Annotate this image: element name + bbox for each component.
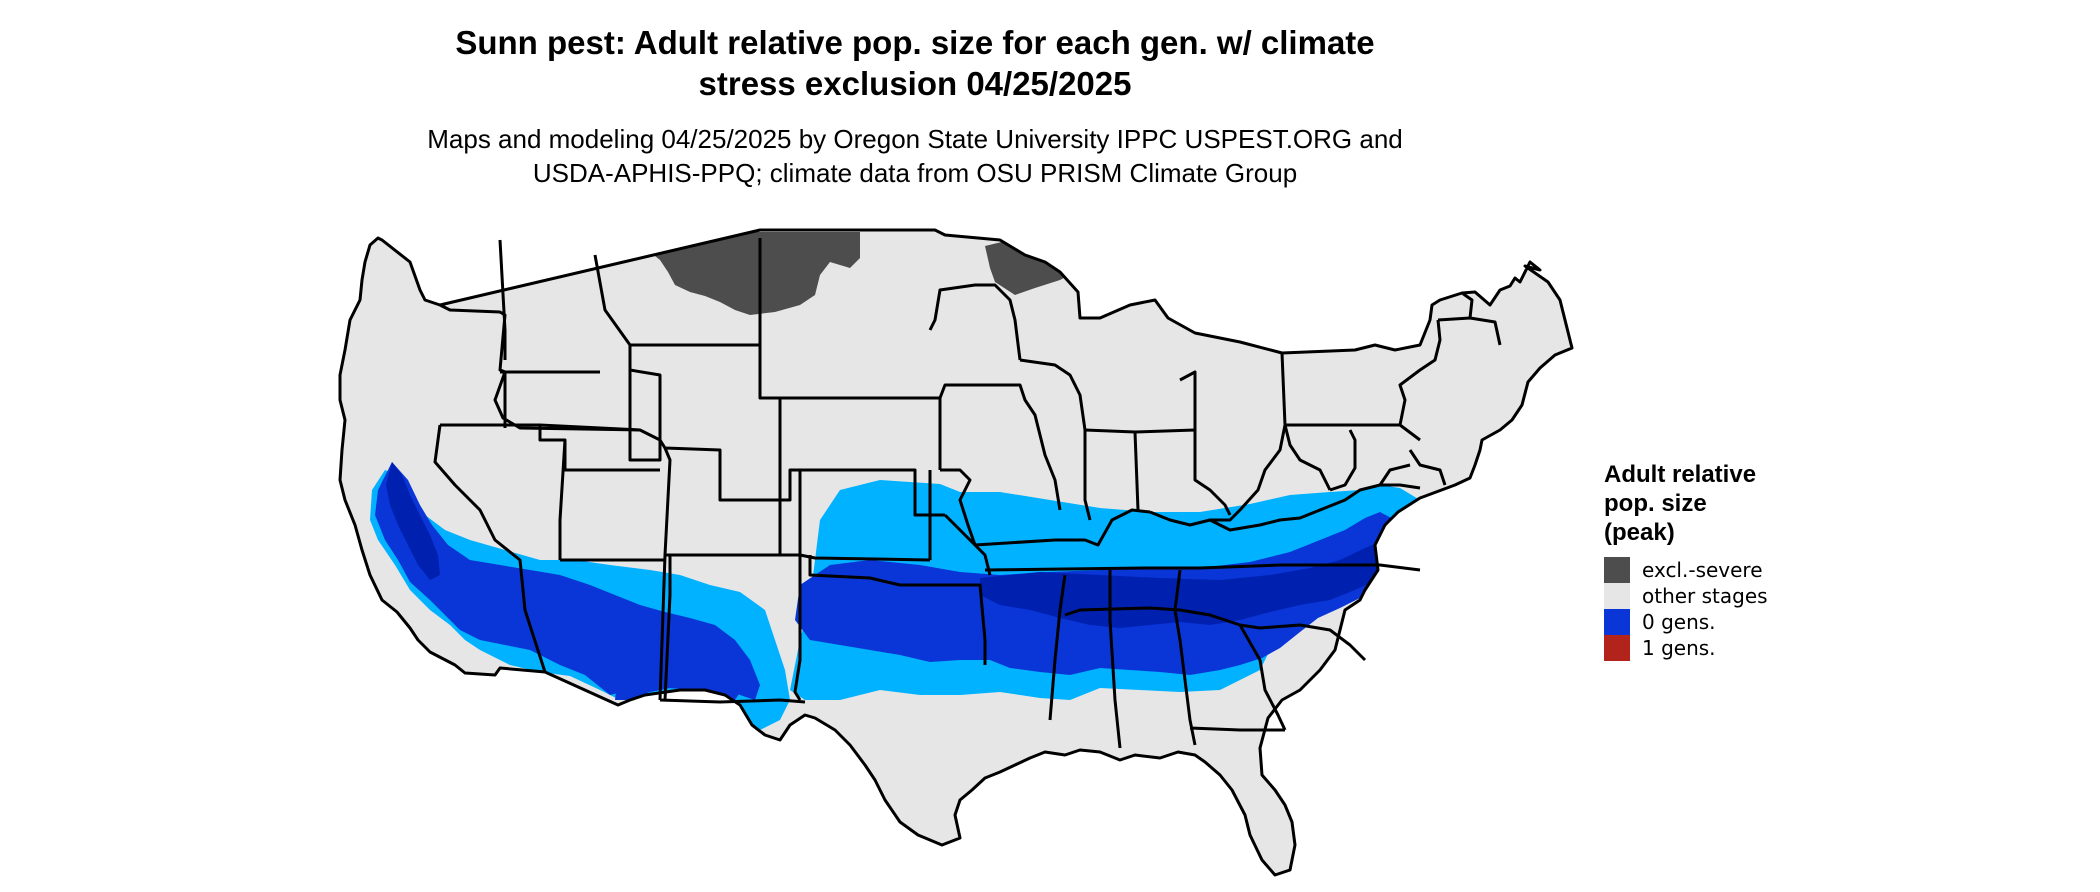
- map-title-line2: stress exclusion 04/25/2025: [698, 65, 1132, 102]
- legend-item-0-gens: 0 gens.: [1604, 609, 1864, 635]
- pest-mid-blue-se-arizona: [615, 630, 745, 700]
- pest-dark-blue-core: [980, 540, 1392, 628]
- legend-swatch-1-gens: [1604, 635, 1630, 661]
- legend-title-line1: Adult relative: [1604, 461, 1757, 488]
- map-subtitle-line1: Maps and modeling 04/25/2025 by Oregon S…: [427, 124, 1403, 154]
- legend-label-0-gens: 0 gens.: [1642, 610, 1716, 634]
- legend-item-1-gens: 1 gens.: [1604, 635, 1864, 661]
- legend-label-other-stages: other stages: [1642, 584, 1768, 608]
- legend-label-excl-severe: excl.-severe: [1642, 558, 1763, 582]
- state-borders: [338, 228, 1574, 877]
- map-legend: Adult relative pop. size (peak) excl.-se…: [1604, 460, 1864, 661]
- excluded-region-montana-nd: [640, 232, 860, 315]
- model-layers: [370, 232, 1420, 730]
- pest-dark-blue-california: [386, 462, 440, 580]
- legend-title-line2: pop. size: [1604, 490, 1707, 517]
- legend-swatch-0-gens: [1604, 609, 1630, 635]
- legend-label-1-gens: 1 gens.: [1642, 636, 1716, 660]
- map-title-line1: Sunn pest: Adult relative pop. size for …: [455, 24, 1375, 61]
- legend-swatch-other-stages: [1604, 583, 1630, 609]
- legend-item-other-stages: other stages: [1604, 583, 1864, 609]
- map-subtitle-line2: USDA-APHIS-PPQ; climate data from OSU PR…: [532, 158, 1298, 188]
- legend-title: Adult relative pop. size (peak): [1604, 460, 1864, 547]
- excluded-region-minnesota: [985, 240, 1078, 295]
- legend-swatch-excl-severe: [1604, 557, 1630, 583]
- legend-item-excl-severe: excl.-severe: [1604, 557, 1864, 583]
- legend-title-line3: (peak): [1604, 519, 1675, 546]
- map-title: Sunn pest: Adult relative pop. size for …: [0, 22, 1830, 104]
- map-subtitle: Maps and modeling 04/25/2025 by Oregon S…: [0, 122, 1830, 190]
- us-map: [338, 228, 1574, 877]
